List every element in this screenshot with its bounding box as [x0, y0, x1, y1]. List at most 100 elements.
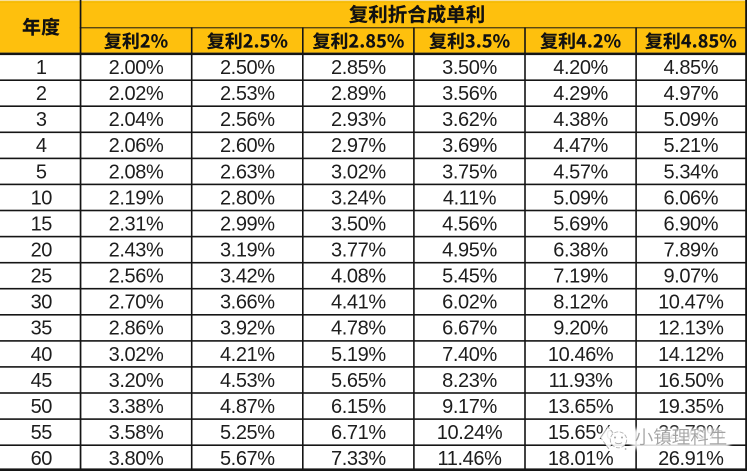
svg-text:2.50%: 2.50% [220, 57, 275, 79]
svg-text:25: 25 [31, 266, 53, 288]
svg-text:3.58%: 3.58% [109, 422, 164, 444]
svg-text:4.47%: 4.47% [553, 135, 608, 157]
svg-text:3.50%: 3.50% [442, 57, 497, 79]
svg-text:5.19%: 5.19% [331, 344, 386, 366]
svg-text:3.24%: 3.24% [331, 187, 386, 209]
svg-text:2.53%: 2.53% [220, 83, 275, 105]
svg-text:3.19%: 3.19% [220, 240, 275, 262]
svg-text:2.00%: 2.00% [109, 57, 164, 79]
svg-text:3.50%: 3.50% [331, 213, 386, 235]
svg-text:2.97%: 2.97% [331, 135, 386, 157]
svg-text:45: 45 [31, 370, 53, 392]
svg-text:18.01%: 18.01% [548, 448, 614, 470]
svg-text:3.20%: 3.20% [109, 370, 164, 392]
svg-text:6.67%: 6.67% [442, 318, 497, 340]
svg-text:5.69%: 5.69% [553, 213, 608, 235]
svg-text:4.38%: 4.38% [553, 109, 608, 131]
svg-text:2.19%: 2.19% [109, 187, 164, 209]
svg-text:15.65%: 15.65% [548, 422, 614, 444]
svg-text:5.45%: 5.45% [442, 266, 497, 288]
svg-text:15: 15 [31, 213, 53, 235]
svg-text:4.29%: 4.29% [553, 83, 608, 105]
svg-text:4: 4 [36, 135, 47, 157]
svg-text:6.71%: 6.71% [331, 422, 386, 444]
svg-text:12.13%: 12.13% [658, 318, 724, 340]
svg-text:3.80%: 3.80% [109, 448, 164, 470]
svg-text:14.12%: 14.12% [658, 344, 724, 366]
svg-text:5.34%: 5.34% [663, 161, 718, 183]
svg-text:2.56%: 2.56% [109, 266, 164, 288]
svg-text:7.40%: 7.40% [442, 344, 497, 366]
svg-text:4.08%: 4.08% [331, 266, 386, 288]
svg-text:4.41%: 4.41% [331, 292, 386, 314]
svg-text:5.25%: 5.25% [220, 422, 275, 444]
svg-text:2.60%: 2.60% [220, 135, 275, 157]
svg-text:3.77%: 3.77% [331, 240, 386, 262]
svg-text:7.19%: 7.19% [553, 266, 608, 288]
svg-text:60: 60 [31, 448, 53, 470]
svg-text:9.17%: 9.17% [442, 396, 497, 418]
svg-text:7.33%: 7.33% [331, 448, 386, 470]
svg-text:10.24%: 10.24% [437, 422, 503, 444]
svg-text:3.02%: 3.02% [109, 344, 164, 366]
svg-text:6.38%: 6.38% [553, 240, 608, 262]
svg-text:3.75%: 3.75% [442, 161, 497, 183]
svg-text:3.02%: 3.02% [331, 161, 386, 183]
svg-text:8.12%: 8.12% [553, 292, 608, 314]
svg-text:55: 55 [31, 422, 53, 444]
svg-text:2.02%: 2.02% [109, 83, 164, 105]
svg-text:2.06%: 2.06% [109, 135, 164, 157]
svg-text:2.31%: 2.31% [109, 213, 164, 235]
svg-text:4.95%: 4.95% [442, 240, 497, 262]
svg-text:4.78%: 4.78% [331, 318, 386, 340]
svg-text:2.85%: 2.85% [331, 57, 386, 79]
svg-text:2.63%: 2.63% [220, 161, 275, 183]
svg-text:3: 3 [36, 109, 47, 131]
svg-text:7.89%: 7.89% [663, 240, 718, 262]
svg-text:4.57%: 4.57% [553, 161, 608, 183]
svg-text:4.87%: 4.87% [220, 396, 275, 418]
svg-text:2.80%: 2.80% [220, 187, 275, 209]
svg-text:2.43%: 2.43% [109, 240, 164, 262]
svg-text:4.53%: 4.53% [220, 370, 275, 392]
svg-text:4.56%: 4.56% [442, 213, 497, 235]
svg-text:13.65%: 13.65% [548, 396, 614, 418]
svg-text:9.07%: 9.07% [663, 266, 718, 288]
svg-text:4.85%: 4.85% [663, 57, 718, 79]
svg-text:40: 40 [31, 344, 53, 366]
svg-text:8.23%: 8.23% [442, 370, 497, 392]
svg-text:1: 1 [36, 57, 47, 79]
svg-text:4.21%: 4.21% [220, 344, 275, 366]
svg-text:3.62%: 3.62% [442, 109, 497, 131]
svg-text:16.50%: 16.50% [658, 370, 724, 392]
svg-text:3.56%: 3.56% [442, 83, 497, 105]
svg-text:35: 35 [31, 318, 53, 340]
svg-text:2.93%: 2.93% [331, 109, 386, 131]
svg-text:3.92%: 3.92% [220, 318, 275, 340]
svg-text:5: 5 [36, 161, 47, 183]
svg-text:10: 10 [31, 187, 53, 209]
svg-text:2.99%: 2.99% [220, 213, 275, 235]
svg-text:19.35%: 19.35% [658, 396, 724, 418]
svg-text:2.08%: 2.08% [109, 161, 164, 183]
svg-text:10.47%: 10.47% [658, 292, 724, 314]
svg-text:9.20%: 9.20% [553, 318, 608, 340]
svg-text:6.06%: 6.06% [663, 187, 718, 209]
svg-text:2.89%: 2.89% [331, 83, 386, 105]
svg-text:2.70%: 2.70% [109, 292, 164, 314]
svg-text:20: 20 [31, 240, 53, 262]
svg-text:6.15%: 6.15% [331, 396, 386, 418]
svg-text:5.21%: 5.21% [663, 135, 718, 157]
svg-text:11.46%: 11.46% [438, 448, 503, 470]
svg-text:5.09%: 5.09% [553, 187, 608, 209]
svg-text:11.93%: 11.93% [549, 370, 614, 392]
svg-text:2.56%: 2.56% [220, 109, 275, 131]
svg-text:30: 30 [31, 292, 53, 314]
svg-text:2: 2 [36, 83, 47, 105]
svg-text:4.11%: 4.11% [443, 187, 497, 209]
svg-text:2.04%: 2.04% [109, 109, 164, 131]
svg-text:3.38%: 3.38% [109, 396, 164, 418]
svg-text:6.90%: 6.90% [663, 213, 718, 235]
svg-text:5.67%: 5.67% [220, 448, 275, 470]
svg-text:6.02%: 6.02% [442, 292, 497, 314]
